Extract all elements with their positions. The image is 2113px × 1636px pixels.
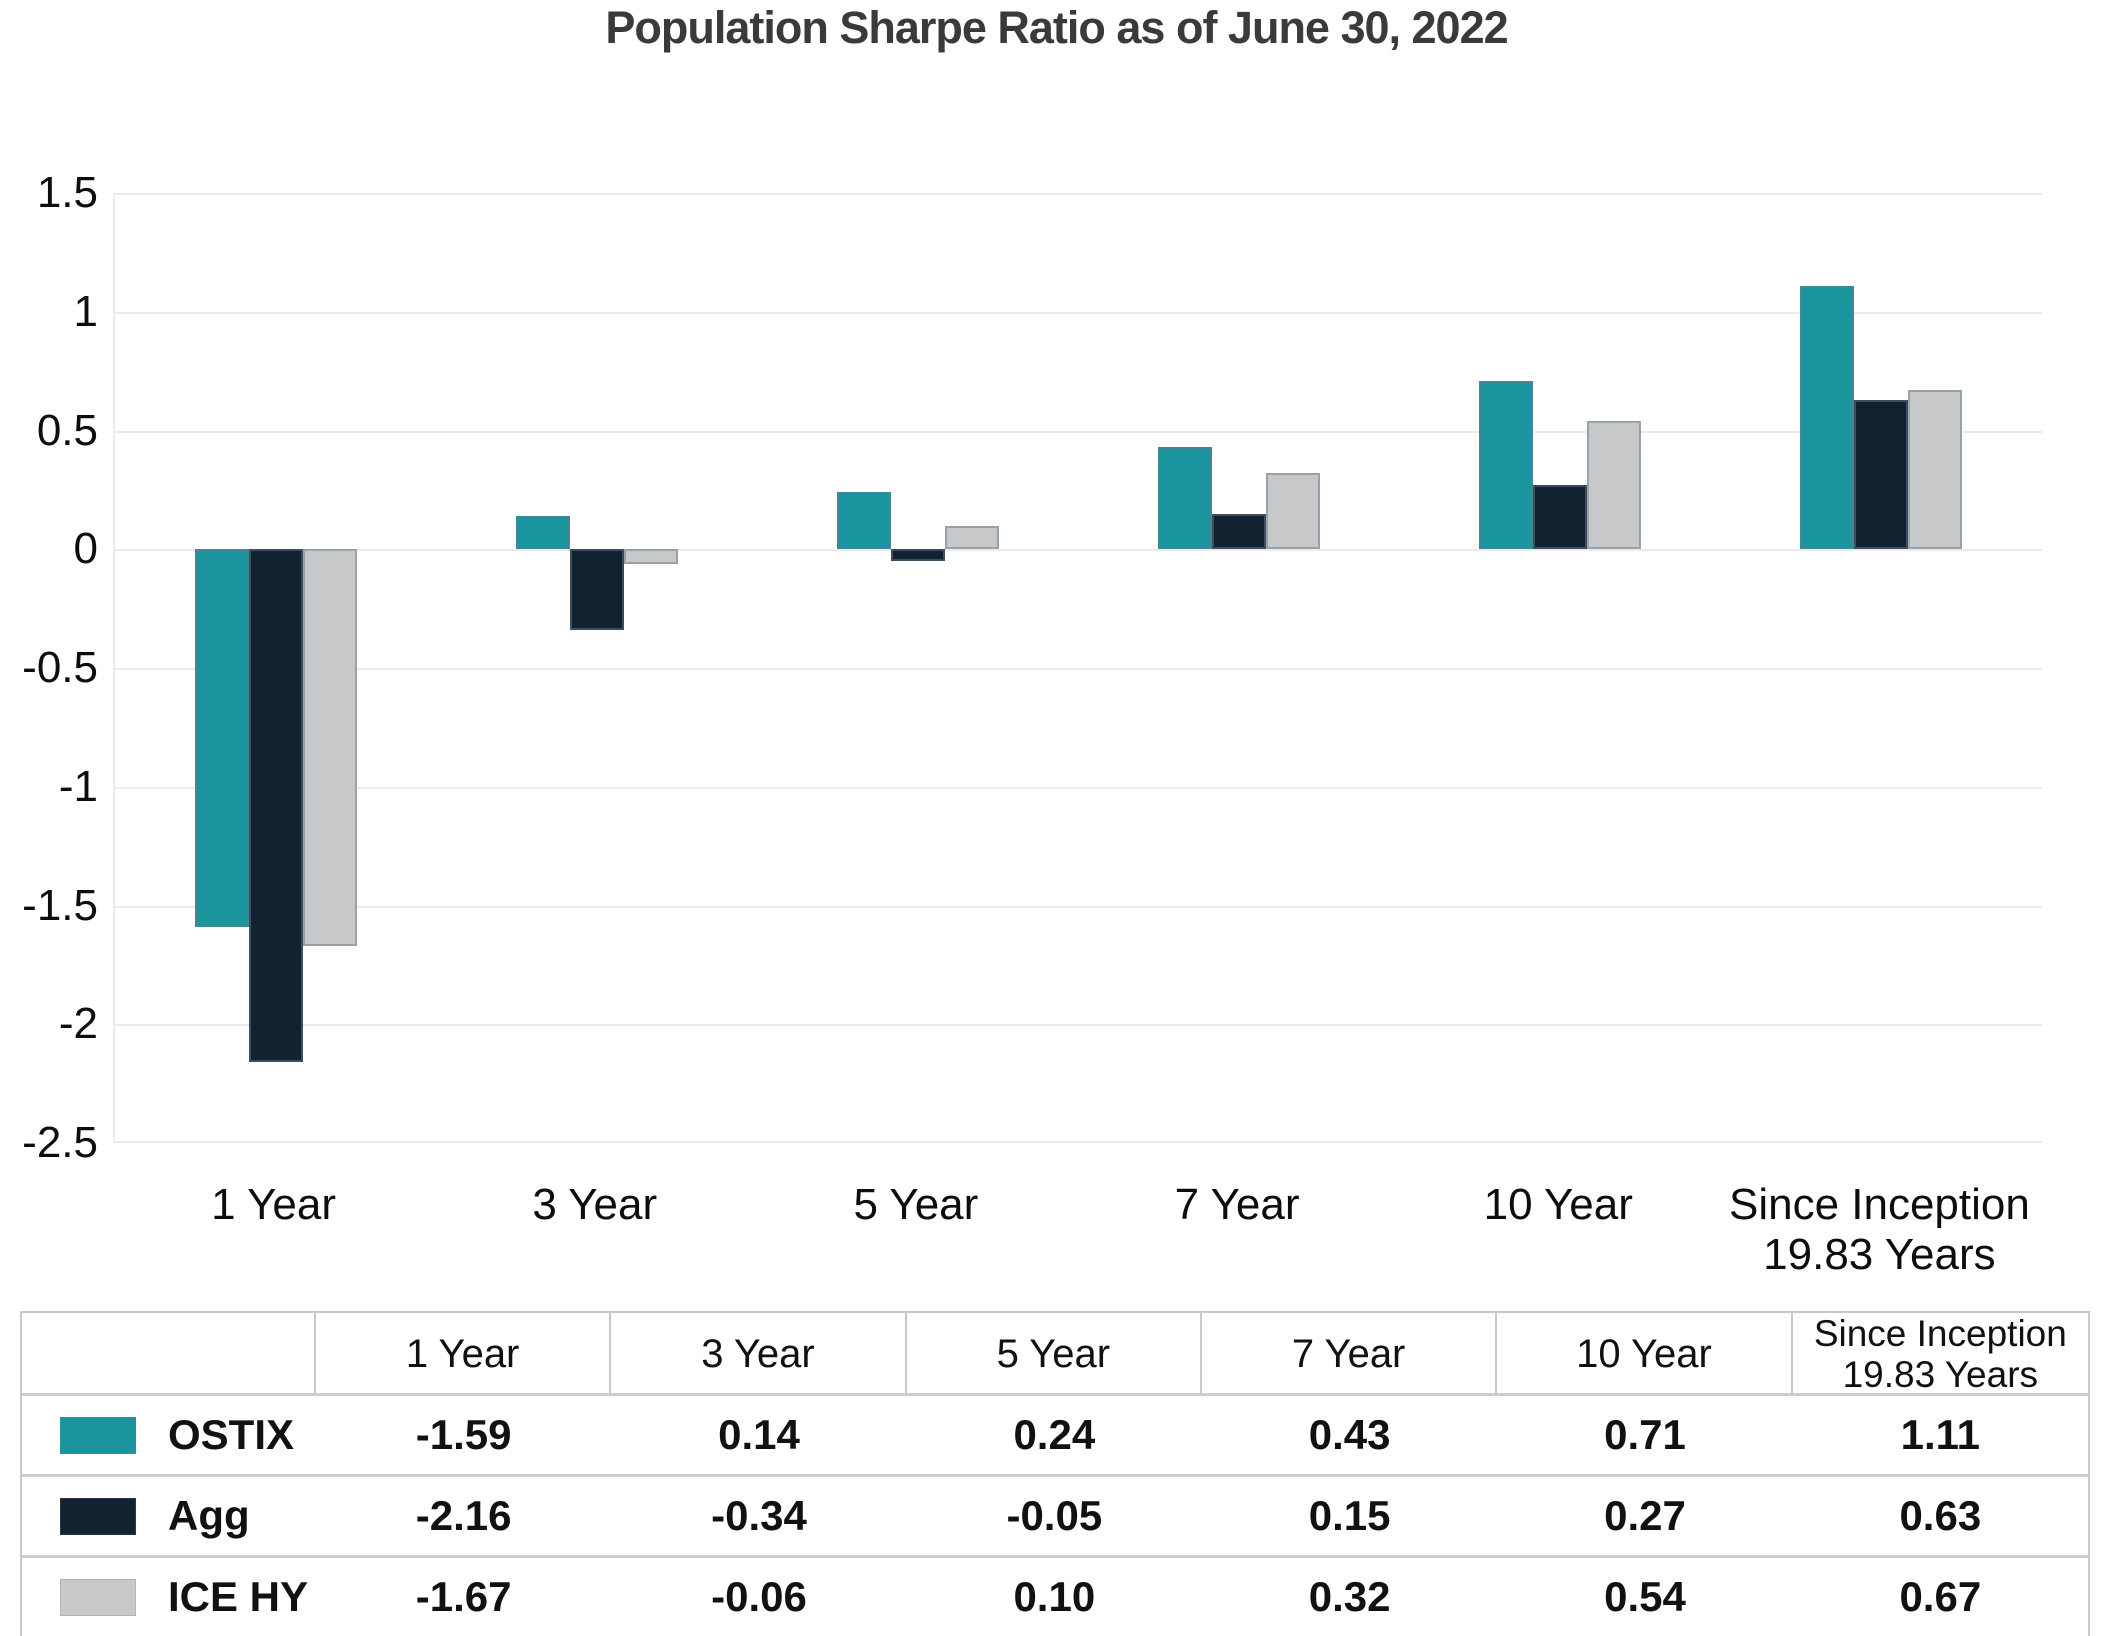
bar-agg-since-inception (1854, 399, 1909, 550)
bar-ice-hy-3-year (623, 549, 678, 564)
legend-swatch-ostix (60, 1416, 136, 1454)
table-header-cell: 7 Year (1202, 1313, 1498, 1396)
bar-ostix-7-year (1158, 447, 1213, 550)
series-label-cell: Agg (22, 1477, 316, 1555)
bar-ice-hy-since-inception (1908, 390, 1963, 550)
table-row: ICE HY -1.67 -0.06 0.10 0.32 0.54 0.67 (22, 1555, 2088, 1636)
series-label-cell: ICE HY (22, 1558, 316, 1636)
y-tick-label: -0.5 (22, 643, 98, 692)
table-value-cell: -1.59 (415, 1411, 512, 1458)
table-value-cell: 1.11 (1900, 1411, 1981, 1458)
gridline (115, 786, 2042, 789)
bar-ice-hy-10-year (1587, 421, 1642, 550)
gridline (115, 549, 2042, 552)
x-tick-label: 5 Year (853, 1180, 979, 1229)
table-value-cell: 0.32 (1308, 1573, 1391, 1620)
gridline (115, 905, 2042, 908)
bar-ostix-5-year (836, 492, 891, 550)
table-value-cell: 0.24 (1013, 1411, 1096, 1458)
x-tick-label: 1 Year (211, 1180, 336, 1229)
table-row: OSTIX -1.59 0.14 0.24 0.43 0.71 1.11 (22, 1393, 2088, 1474)
x-tick-label: Since Inception 19.83 Years (1728, 1180, 2030, 1280)
table-value-cell: 0.71 (1604, 1411, 1686, 1458)
gridline (115, 1141, 2042, 1143)
table-value-cell: 0.10 (1013, 1573, 1096, 1620)
bar-agg-5-year (890, 549, 945, 562)
table-row: Agg -2.16 -0.34 -0.05 0.15 0.27 0.63 (22, 1474, 2088, 1555)
legend-swatch-agg (60, 1497, 136, 1535)
data-table: 1 Year 3 Year 5 Year 7 Year 10 Year Since Inc… (20, 1311, 2090, 1636)
table-value-cell: -0.05 (1006, 1492, 1103, 1539)
y-tick-label: -2.5 (22, 1118, 98, 1167)
y-tick-label: -1 (58, 761, 98, 811)
table-corner-cell (22, 1313, 316, 1396)
bar-ostix-1-year (194, 549, 249, 927)
table-header-cell: 5 Year (907, 1313, 1202, 1396)
table-value-cell: 0.43 (1308, 1411, 1391, 1458)
bar-ostix-10-year (1479, 380, 1534, 550)
gridline (115, 668, 2042, 670)
table-value-cell: 0.14 (718, 1411, 800, 1458)
table-header-cell: Since Inception 19.83 Years (1813, 1313, 2067, 1396)
x-tick-label: 3 Year (532, 1180, 658, 1229)
bar-ice-hy-1-year (302, 549, 357, 946)
table-value-cell: -0.06 (711, 1573, 807, 1620)
x-tick-label: 10 Year (1483, 1180, 1633, 1229)
plot-area (113, 193, 2042, 1143)
y-tick-label: 1.5 (36, 168, 98, 217)
bar-ice-hy-5-year (944, 525, 999, 550)
bar-ostix-3-year (515, 516, 570, 550)
bar-agg-1-year (248, 549, 303, 1063)
series-label: ICE HY (168, 1573, 309, 1620)
bar-agg-10-year (1533, 485, 1588, 550)
table-header-row: 1 Year 3 Year 5 Year 7 Year 10 Year Since Inc… (22, 1313, 2088, 1396)
bar-agg-7-year (1212, 513, 1267, 550)
y-tick-label: 0 (73, 524, 98, 574)
table-value-cell: -2.16 (415, 1492, 512, 1539)
bar-ostix-since-inception (1800, 285, 1855, 550)
gridline (115, 311, 2042, 314)
table-value-cell: 0.54 (1604, 1573, 1686, 1620)
table-value-cell: 0.63 (1899, 1492, 1982, 1539)
table-header-cell: 10 Year (1497, 1313, 1793, 1396)
table-value-cell: -1.67 (415, 1573, 512, 1620)
y-tick-label: -1.5 (22, 880, 98, 930)
table-value-cell: 0.27 (1604, 1492, 1686, 1539)
gridline (115, 193, 2042, 195)
gridline (115, 1024, 2042, 1027)
series-label: OSTIX (168, 1411, 295, 1458)
table-value-cell: 0.15 (1308, 1492, 1391, 1539)
gridline (115, 430, 2042, 433)
table-header-cell: 3 Year (611, 1313, 907, 1396)
table-header-cell: 1 Year (316, 1313, 612, 1396)
x-tick-label: 7 Year (1174, 1180, 1300, 1229)
bar-agg-3-year (569, 549, 624, 630)
series-label: Agg (168, 1492, 250, 1539)
y-tick-label: -2 (58, 999, 98, 1049)
legend-swatch-ice-hy (60, 1578, 136, 1616)
y-tick-label: 0.5 (36, 405, 98, 455)
chart-title: Population Sharpe Ratio as of June 30, 2… (605, 2, 1508, 53)
series-label-cell: OSTIX (22, 1396, 316, 1474)
table-value-cell: -0.34 (711, 1492, 807, 1539)
table-value-cell: 0.67 (1899, 1573, 1982, 1620)
y-tick-label: 1 (73, 286, 98, 336)
bar-ice-hy-7-year (1266, 473, 1321, 550)
